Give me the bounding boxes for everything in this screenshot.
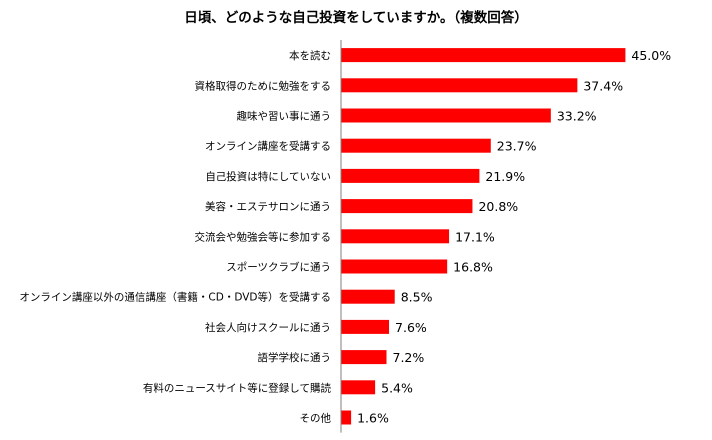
category-label: その他 xyxy=(300,412,332,425)
data-label: 21.9% xyxy=(485,169,525,184)
data-label: 5.4% xyxy=(381,380,413,395)
data-label: 37.4% xyxy=(583,78,623,93)
bar xyxy=(341,259,448,274)
data-label: 7.6% xyxy=(395,320,427,335)
bar xyxy=(341,289,395,304)
bar xyxy=(341,319,390,334)
bar xyxy=(341,380,376,395)
data-label: 33.2% xyxy=(557,109,597,124)
data-label: 1.6% xyxy=(357,411,389,426)
bar xyxy=(341,108,551,123)
category-label: 趣味や習い事に通う xyxy=(237,110,332,123)
data-label: 17.1% xyxy=(455,229,495,244)
bar xyxy=(341,199,473,214)
category-label: 資格取得のために勉強をする xyxy=(195,79,332,92)
category-label: スポーツクラブに通う xyxy=(226,261,331,274)
bar xyxy=(341,410,352,425)
category-label: 自己投資は特にしていない xyxy=(205,170,331,183)
bar xyxy=(341,78,578,93)
data-label: 45.0% xyxy=(631,48,671,63)
data-label: 8.5% xyxy=(401,290,433,305)
category-label: オンライン講座を受講する xyxy=(205,140,331,153)
bar xyxy=(341,168,480,183)
bar xyxy=(341,48,626,63)
data-label: 7.2% xyxy=(393,350,425,365)
data-label: 23.7% xyxy=(497,139,537,154)
category-label: 本を読む xyxy=(289,49,331,62)
category-label: 有料のニュースサイト等に登録して購読 xyxy=(143,381,332,394)
data-label: 16.8% xyxy=(453,260,493,275)
category-label: オンライン講座以外の通信講座（書籍・CD・DVD等）を受講する xyxy=(19,291,331,304)
category-label: 語学学校に通う xyxy=(258,351,332,364)
chart-title: 日頃、どのような自己投資をしていますか。（複数回答） xyxy=(184,10,528,26)
category-label: 美容・エステサロンに通う xyxy=(205,200,331,213)
category-label: 社会人向けスクールに通う xyxy=(205,321,331,334)
bar xyxy=(341,229,450,244)
category-label: 交流会や勉強会等に参加する xyxy=(195,230,332,243)
data-label: 20.8% xyxy=(478,199,518,214)
bar xyxy=(341,350,387,365)
bar xyxy=(341,138,491,153)
